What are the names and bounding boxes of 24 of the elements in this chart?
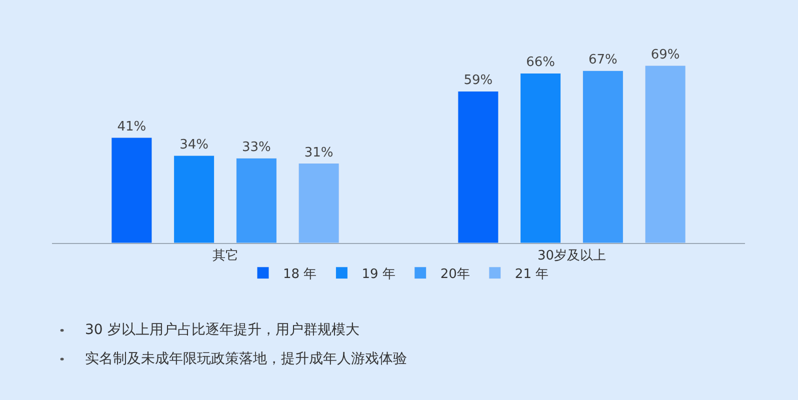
data-label: 67% <box>588 52 618 68</box>
legend-label: 18 年 <box>283 266 317 282</box>
x-tick-label: 30岁及以上 <box>537 248 606 264</box>
bar <box>298 163 340 243</box>
data-label: 34% <box>180 138 209 153</box>
bar <box>458 90 499 243</box>
data-label: 66% <box>526 55 556 70</box>
bar <box>582 70 624 243</box>
text: 30 岁以上用户占比逐年提升，用户群规模大 <box>85 322 360 338</box>
bar <box>644 65 686 243</box>
text: 实名制及未成年限玩政策落地，提升成年人游戏体验 <box>85 351 407 367</box>
data-label: 59% <box>464 73 493 88</box>
data-label: 33% <box>242 140 271 156</box>
legend-label: 20年 <box>440 266 470 282</box>
legend-label: 21 年 <box>514 266 549 282</box>
data-label: 41% <box>117 120 146 135</box>
bar <box>520 72 562 243</box>
data-label: 31% <box>304 145 334 160</box>
legend-label: 19 年 <box>362 266 396 282</box>
x-tick-label: 其它 <box>212 248 238 264</box>
bar <box>111 137 152 243</box>
data-label: 69% <box>650 48 680 62</box>
bar <box>236 158 277 243</box>
bar <box>174 155 215 243</box>
